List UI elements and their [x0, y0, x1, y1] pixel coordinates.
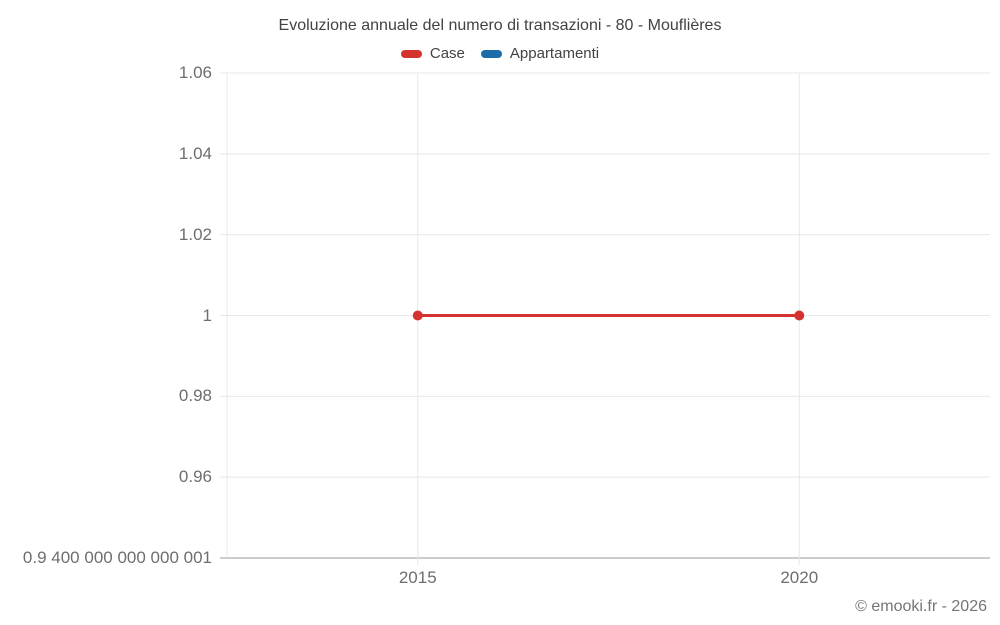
legend-label-case: Case	[429, 45, 465, 62]
footer-credit: © emooki.fr - 2026	[855, 598, 987, 615]
y-axis-tick-label: 0.9 400 000 000 000 001	[22, 548, 212, 567]
legend-item-appartamenti[interactable]: Appartamenti	[480, 45, 600, 62]
y-axis-tick-label: 0.96	[178, 467, 212, 487]
data-point-case-2015[interactable]	[412, 310, 423, 321]
y-axis-tick-label: 1	[202, 305, 212, 325]
y-axis-tick-label: 1.06	[178, 63, 212, 82]
y-axis-tick-label: 0.98	[178, 386, 212, 406]
legend-swatch-case-icon	[400, 49, 422, 58]
legend-label-appartamenti: Appartamenti	[509, 45, 600, 62]
x-axis-tick-label: 2020	[780, 568, 819, 587]
legend: Case Appartamenti	[0, 45, 1000, 62]
chart-title: Evoluzione annuale del numero di transaz…	[278, 17, 722, 34]
legend-swatch-appartamenti-icon	[480, 49, 502, 58]
legend-item-case[interactable]: Case	[400, 45, 465, 62]
data-point-case-2020[interactable]	[794, 310, 805, 321]
y-axis-tick-label: 1.02	[178, 224, 212, 244]
y-axis-tick-label: 1.04	[178, 143, 212, 163]
x-axis-tick-label: 2015	[398, 568, 437, 587]
